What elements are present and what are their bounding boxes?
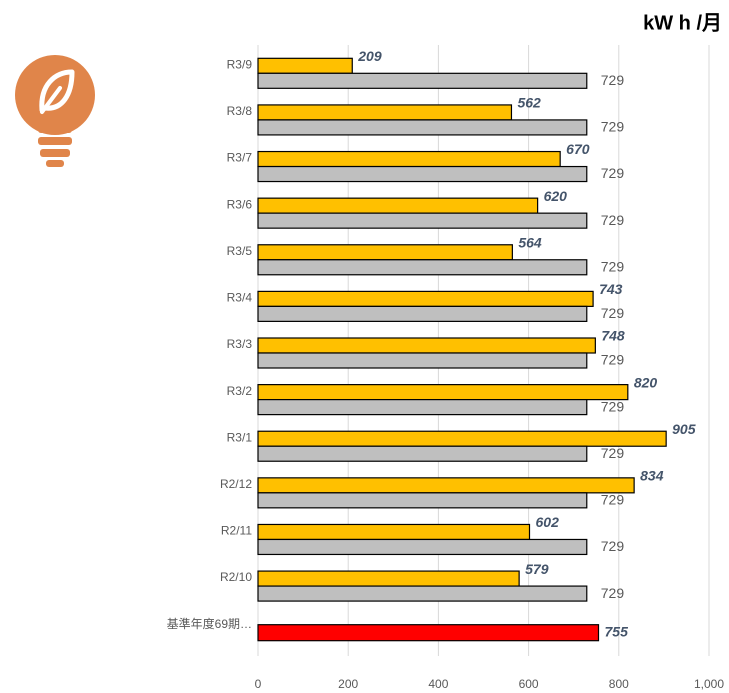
bar	[257, 337, 596, 354]
y-tick-label: R2/10	[220, 570, 252, 584]
y-tick-label: R3/8	[227, 104, 253, 118]
value-label: 729	[601, 445, 625, 461]
x-tick-label: 0	[255, 677, 262, 691]
bar	[257, 259, 588, 276]
y-tick-label: R3/7	[227, 151, 253, 165]
bar	[257, 197, 539, 214]
y-tick-label: R2/11	[221, 524, 252, 538]
bar	[257, 72, 588, 89]
bar	[257, 624, 600, 642]
x-tick-label: 800	[609, 677, 629, 691]
y-tick-label: R3/3	[227, 337, 253, 351]
bar	[257, 119, 588, 136]
value-label: 602	[536, 514, 560, 530]
value-label: 729	[601, 305, 625, 321]
y-tick-label: R3/9	[227, 57, 253, 71]
bar	[257, 150, 561, 168]
bar	[257, 352, 588, 369]
value-label: 729	[601, 585, 625, 601]
bar	[257, 57, 353, 74]
bar	[257, 523, 531, 541]
value-label: 905	[672, 421, 696, 437]
value-label: 579	[525, 561, 549, 577]
bar	[257, 305, 588, 322]
y-tick-label: R3/1	[227, 430, 253, 444]
x-tick-label: 200	[338, 677, 358, 691]
value-label: 729	[601, 492, 625, 508]
x-tick-label: 1,000	[694, 677, 724, 691]
x-tick-label: 600	[519, 677, 539, 691]
bar	[257, 165, 588, 183]
bar	[257, 585, 588, 602]
value-label: 729	[601, 538, 625, 554]
value-label: 755	[605, 623, 629, 639]
value-label: 820	[634, 374, 658, 390]
bar	[257, 477, 635, 494]
y-tick-label: 基準年度69期…	[167, 616, 252, 631]
value-label: 620	[544, 188, 568, 204]
bar	[257, 104, 513, 121]
y-tick-label: R3/4	[227, 291, 253, 305]
bar	[257, 212, 588, 229]
value-label: 748	[601, 328, 625, 344]
value-label: 729	[601, 352, 625, 368]
bar	[257, 244, 513, 261]
bulb-icon	[15, 55, 95, 167]
value-label: 834	[640, 468, 664, 484]
y-tick-label: R3/6	[227, 197, 253, 211]
y-tick-label: R2/12	[220, 477, 252, 491]
value-label: 729	[601, 119, 625, 135]
bar	[257, 570, 520, 587]
bar	[257, 445, 588, 462]
y-tick-label: R3/2	[227, 384, 253, 398]
bar	[257, 384, 629, 401]
value-label: 729	[601, 165, 625, 181]
value-label: 562	[517, 95, 541, 111]
bar	[257, 538, 588, 556]
x-tick-label: 400	[428, 677, 448, 691]
value-label: 729	[601, 258, 625, 274]
value-label: 743	[599, 281, 623, 297]
value-label: 564	[518, 234, 542, 250]
unit-label: kW h /月	[643, 12, 722, 34]
value-label: 729	[601, 398, 625, 414]
bar	[257, 492, 588, 509]
value-label: 670	[566, 141, 590, 157]
bar	[257, 399, 588, 416]
value-label: 729	[601, 212, 625, 228]
value-label: 729	[601, 72, 625, 88]
value-label: 209	[357, 48, 382, 64]
y-tick-label: R3/5	[227, 244, 253, 258]
bar	[257, 290, 594, 307]
